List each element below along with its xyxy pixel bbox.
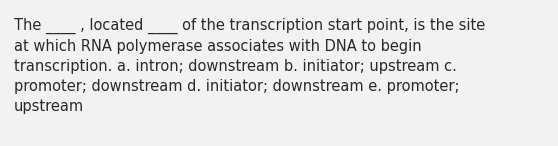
Text: The ____ , located ____ of the transcription start point, is the site
at which R: The ____ , located ____ of the transcrip…: [14, 18, 485, 114]
